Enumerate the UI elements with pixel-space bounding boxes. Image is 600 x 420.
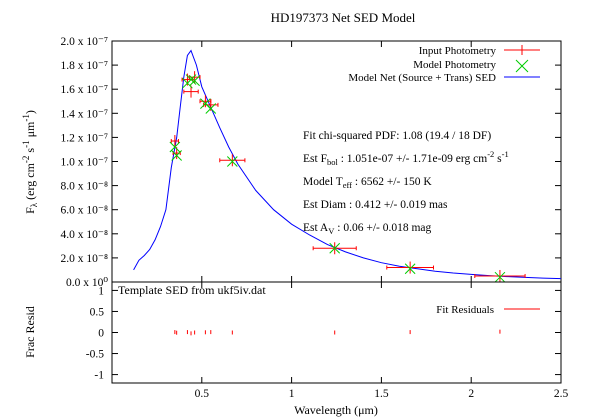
x-tick-label-3: 2 bbox=[468, 388, 474, 400]
residual-panel-title: Template SED from ukf5iv.dat bbox=[118, 283, 266, 297]
residual-legend: Fit Residuals bbox=[436, 304, 540, 316]
legend-model-marker bbox=[515, 59, 529, 73]
main-y-tick-label-5: 1.0 x 10⁻⁷ bbox=[61, 157, 108, 169]
main-y-tick-label-10: 2.0 x 10⁻⁷ bbox=[61, 36, 108, 48]
main-y-tick-label-8: 1.6 x 10⁻⁷ bbox=[61, 84, 108, 96]
model-point-4 bbox=[189, 75, 200, 87]
annotation-chi2: Fit chi-squared PDF: 1.08 (19.4 / 18 DF) bbox=[303, 130, 491, 142]
main-y-ticks: 0.0 x 10⁰ 2.0 x 10⁻⁸ 4.0 x 10⁻⁸ 6.0 x 10⁻⁸ 8… bbox=[61, 36, 562, 289]
x-axis-label: Wavelength (μm) bbox=[294, 403, 378, 417]
legend-residual-label: Fit Residuals bbox=[436, 304, 494, 316]
main-y-tick-label-9: 1.8 x 10⁻⁷ bbox=[61, 60, 108, 72]
model-point-9 bbox=[404, 263, 416, 275]
legend-input-label: Input Photometry bbox=[419, 45, 497, 57]
residual-y-axis-label: Frac Resid bbox=[23, 306, 37, 358]
x-tick-label-4: 2.5 bbox=[554, 388, 569, 400]
main-y-tick-label-1: 2.0 x 10⁻⁸ bbox=[61, 253, 108, 265]
sed-curve-group bbox=[133, 49, 562, 280]
main-y-axis-label: Fλ (erg cm-2 s-1 μm-1) bbox=[21, 110, 39, 214]
residual-y-tick-label-0: 1 bbox=[98, 285, 104, 297]
main-y-tick-label-4: 8.0 x 10⁻⁸ bbox=[61, 181, 108, 193]
model-point-0 bbox=[169, 141, 181, 153]
main-y-tick-label-2: 4.0 x 10⁻⁸ bbox=[61, 229, 108, 241]
main-y-tick-label-0: 0.0 x 10⁰ bbox=[66, 277, 108, 289]
main-y-tick-label-7: 1.4 x 10⁻⁷ bbox=[61, 108, 108, 120]
residual-plot-frame bbox=[111, 281, 562, 384]
chart-title: HD197373 Net SED Model bbox=[271, 10, 416, 25]
main-y-tick-label-3: 6.0 x 10⁻⁸ bbox=[61, 205, 108, 217]
fit-annotations: Fit chi-squared PDF: 1.08 (19.4 / 18 DF)… bbox=[303, 130, 509, 236]
residual-points-group bbox=[174, 329, 501, 336]
model-point-3 bbox=[185, 74, 197, 85]
legend-sed-label: Model Net (Source + Trans) SED bbox=[348, 72, 496, 84]
main-y-tick-label-6: 1.2 x 10⁻⁷ bbox=[61, 132, 108, 144]
annotation-diam: Est Diam : 0.412 +/- 0.019 mas bbox=[303, 199, 448, 211]
x-tick-label-0: 0.5 bbox=[195, 388, 210, 400]
sed-curve bbox=[133, 49, 562, 280]
model-point-7 bbox=[226, 156, 238, 167]
model-photometry-group bbox=[169, 74, 506, 283]
model-point-8 bbox=[329, 242, 341, 254]
x-tick-label-1: 1 bbox=[289, 388, 295, 400]
model-point-1 bbox=[171, 150, 183, 161]
residual-y-tick-label-1: 0.5 bbox=[90, 306, 105, 318]
model-point-10 bbox=[494, 271, 506, 283]
annotation-fbol: Est Fbol : 1.051e-07 +/- 1.71e-09 erg cm… bbox=[303, 149, 509, 167]
main-legend: Input Photometry Model Photometry Model … bbox=[348, 45, 540, 84]
legend-model-label: Model Photometry bbox=[413, 59, 496, 71]
x-tick-label-2: 1.5 bbox=[374, 388, 389, 400]
input-photometry-group bbox=[170, 71, 526, 282]
residual-y-tick-label-3: -0.5 bbox=[86, 349, 104, 361]
residual-y-tick-label-2: 0 bbox=[98, 328, 104, 340]
x-ticks: 0.5 1 1.5 2 2.5 bbox=[195, 282, 569, 400]
residual-y-tick-label-4: -1 bbox=[94, 370, 104, 382]
annotation-teff: Model Teff : 6562 +/- 150 K bbox=[303, 176, 432, 190]
annotation-av: Est AV : 0.06 +/- 0.018 mag bbox=[303, 222, 432, 236]
residual-y-ticks: 1 0.5 0 -0.5 -1 bbox=[86, 285, 561, 382]
model-point-6 bbox=[205, 103, 217, 114]
